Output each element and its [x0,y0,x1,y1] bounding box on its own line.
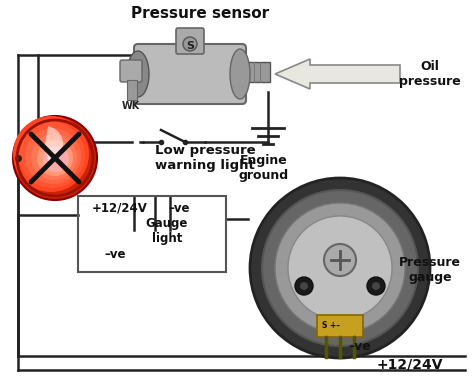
Text: Pressure
gauge: Pressure gauge [399,256,461,284]
Text: S: S [186,41,194,51]
Text: Pressure sensor: Pressure sensor [131,6,269,22]
Circle shape [43,146,69,172]
Circle shape [37,140,73,176]
Circle shape [295,277,313,295]
FancyBboxPatch shape [176,28,204,54]
Ellipse shape [230,49,250,99]
Circle shape [31,134,77,180]
Text: Gauge
light: Gauge light [146,217,188,245]
Circle shape [13,116,97,200]
Circle shape [367,277,385,295]
Text: Oil
pressure: Oil pressure [399,60,461,88]
Circle shape [183,37,197,51]
Circle shape [13,116,89,192]
FancyBboxPatch shape [240,62,270,82]
Wedge shape [45,126,63,162]
Text: +12/24V: +12/24V [377,357,443,371]
Circle shape [19,122,85,188]
Text: –ve: –ve [168,201,190,214]
Circle shape [324,244,356,276]
Circle shape [262,190,418,346]
Text: Engine
ground: Engine ground [239,154,289,182]
Text: Low pressure
warning light: Low pressure warning light [155,144,255,172]
FancyBboxPatch shape [127,80,137,100]
Circle shape [25,128,81,184]
Ellipse shape [127,51,149,97]
Text: –ve: –ve [348,339,371,353]
Text: WK: WK [122,101,140,111]
Circle shape [372,282,380,290]
Circle shape [250,178,430,358]
Circle shape [275,203,405,333]
FancyArrow shape [275,59,400,89]
Circle shape [300,282,308,290]
Text: S +–: S +– [322,321,340,331]
FancyBboxPatch shape [317,315,363,337]
Text: –ve: –ve [104,247,126,261]
Circle shape [288,216,392,320]
Text: +12/24V: +12/24V [91,201,147,214]
FancyBboxPatch shape [120,60,142,82]
FancyBboxPatch shape [134,44,246,104]
